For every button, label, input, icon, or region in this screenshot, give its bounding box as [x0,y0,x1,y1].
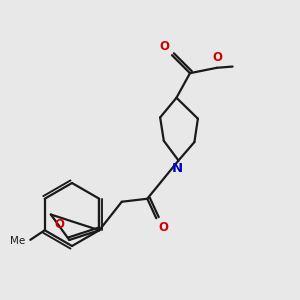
Text: O: O [159,220,169,234]
Text: O: O [212,51,222,64]
Text: O: O [159,40,169,53]
Text: O: O [55,218,65,230]
Text: Me: Me [10,236,25,246]
Text: N: N [172,162,183,175]
